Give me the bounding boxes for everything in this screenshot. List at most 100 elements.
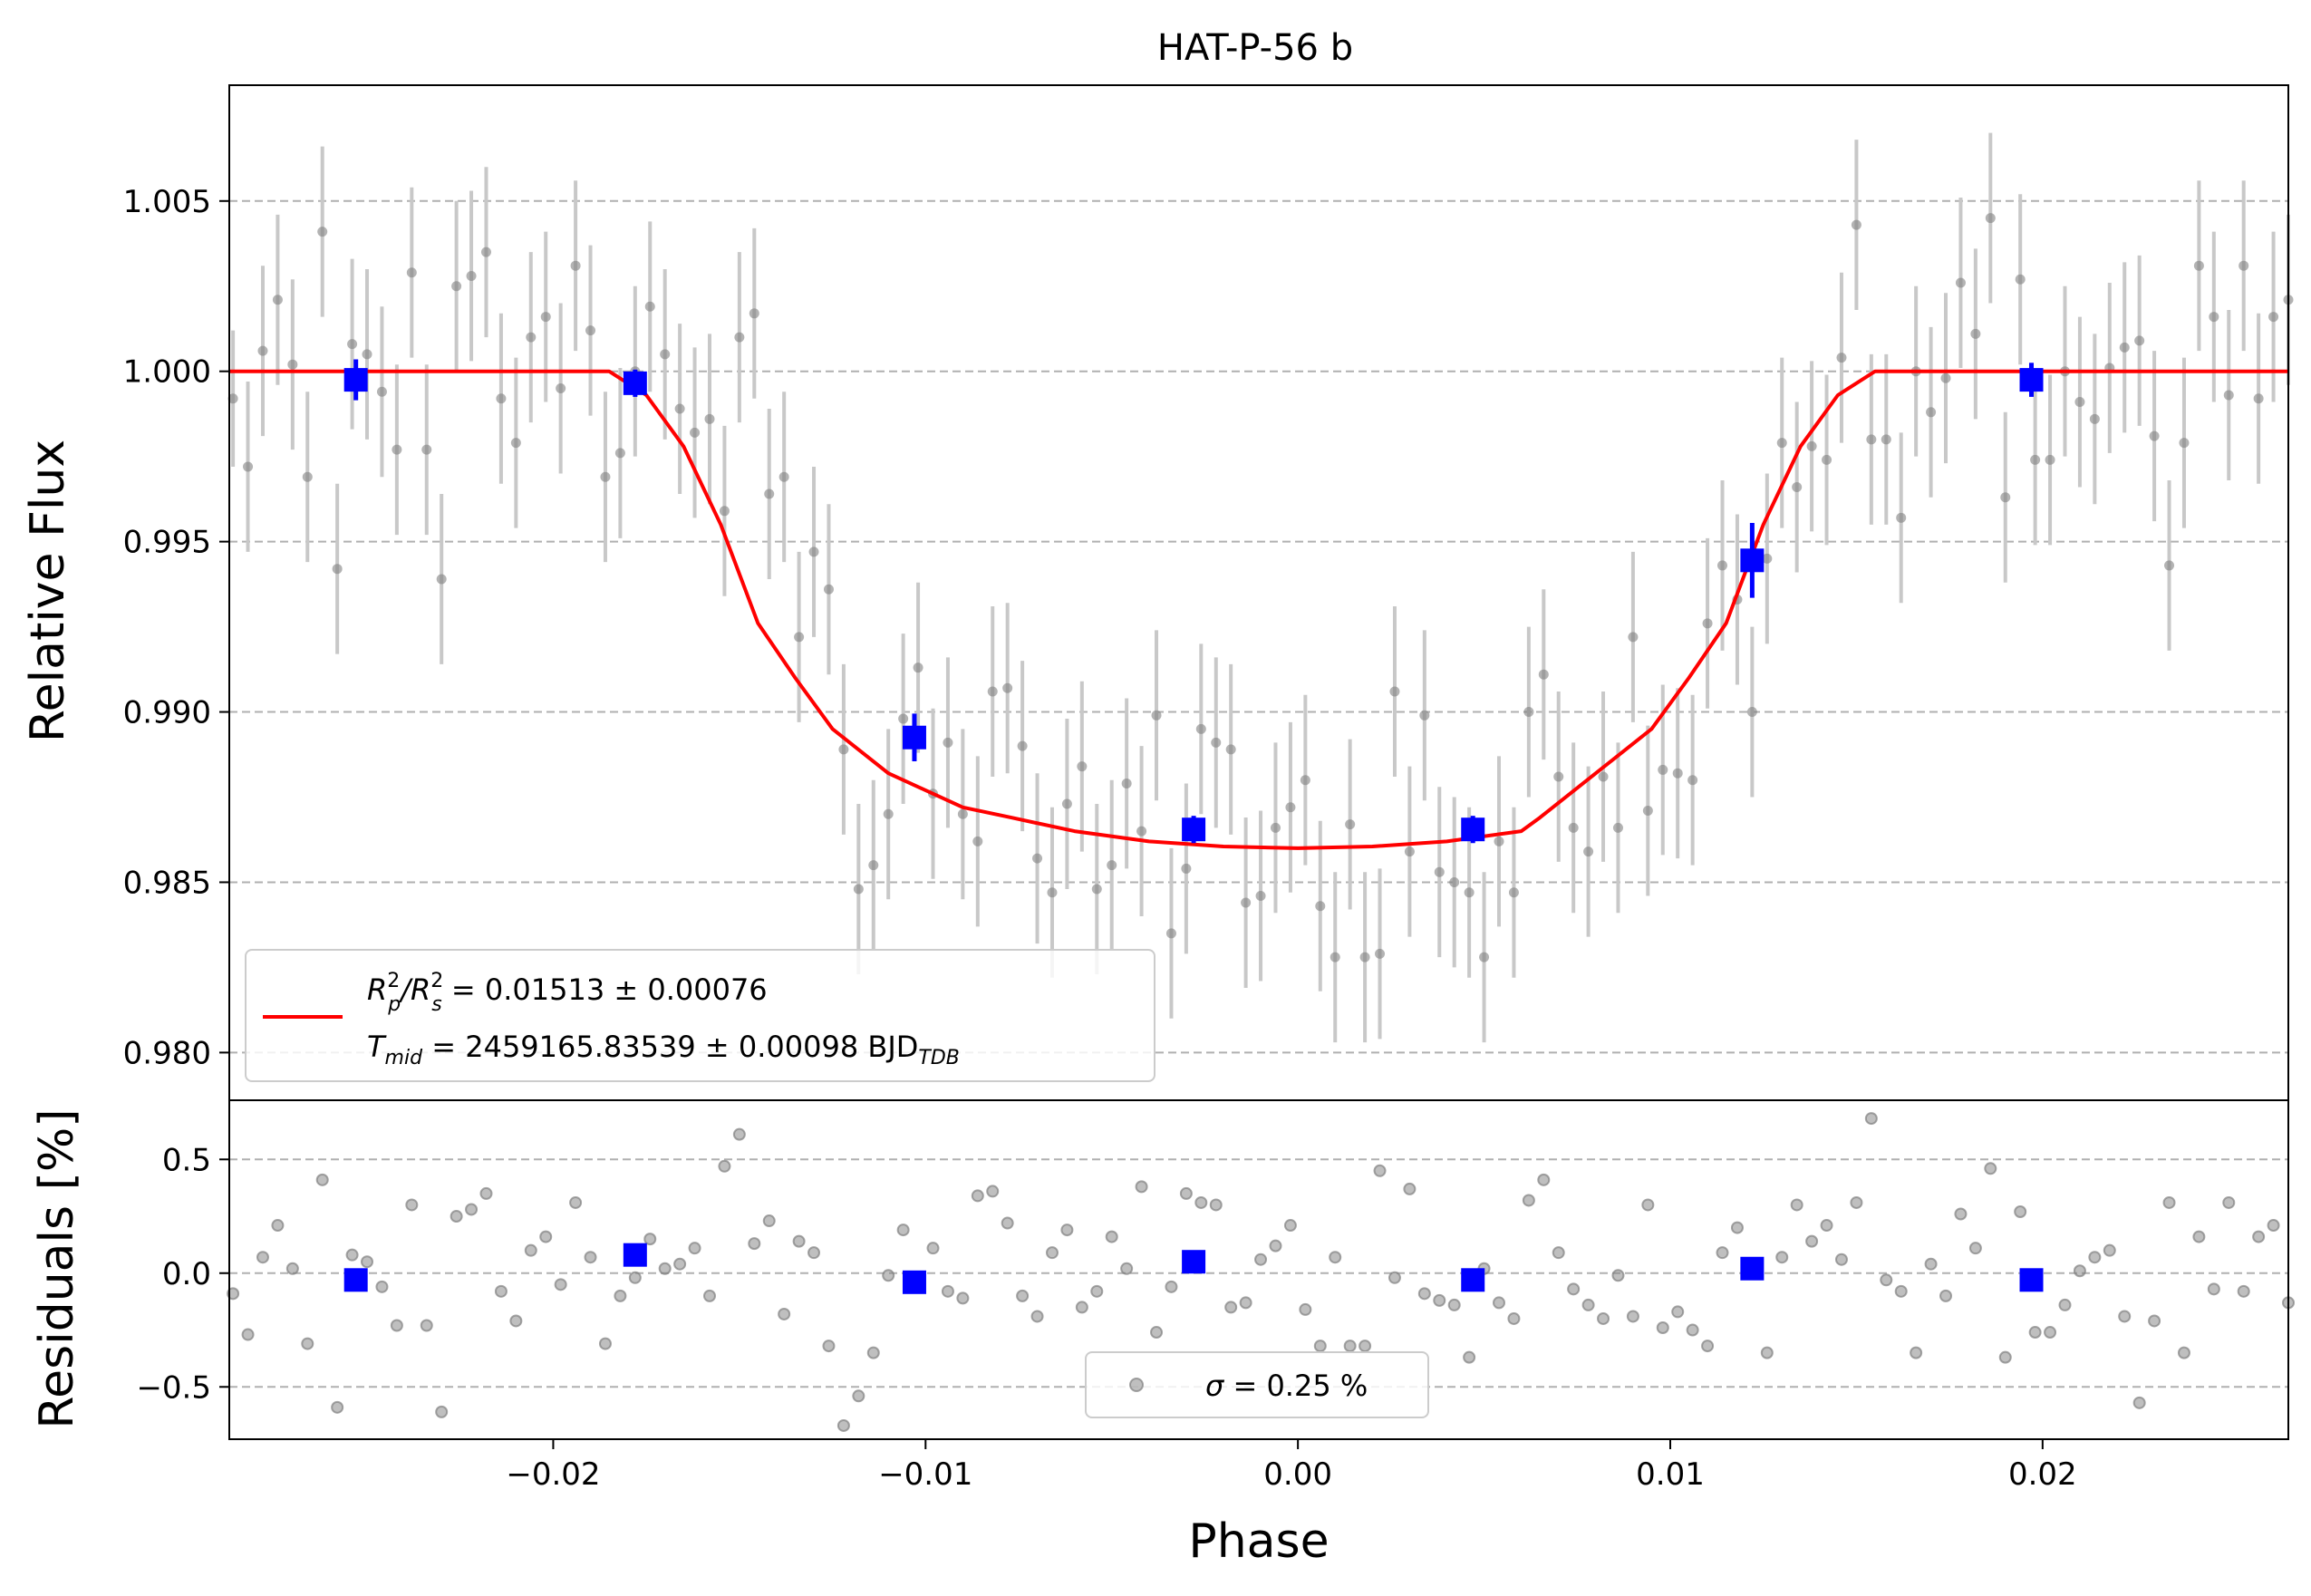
flux-point: [1746, 707, 1757, 718]
residual-point: [1150, 1326, 1164, 1340]
flux-point: [332, 564, 343, 575]
residual-point: [1730, 1221, 1744, 1234]
residuals-data-points: [227, 1112, 2295, 1432]
residual-point: [1567, 1282, 1581, 1296]
residuals-y-axis-label: Residuals [%]: [30, 1108, 84, 1428]
flux-point: [1955, 277, 1966, 288]
flux-point: [1121, 778, 1132, 788]
flux-point: [1181, 863, 1192, 874]
flux-point: [2209, 312, 2219, 323]
flux-legend-line-2: Tmid = 2459165.83539 ± 0.00098 BJDTDB: [367, 1030, 960, 1069]
flux-point: [1345, 819, 1356, 830]
residual-point: [1641, 1198, 1655, 1212]
flux-point: [674, 403, 685, 414]
flux-point: [2238, 260, 2249, 271]
flux-point: [2268, 312, 2279, 323]
flux-point: [1449, 876, 1460, 887]
residual-point: [1045, 1246, 1059, 1260]
flux-point: [1687, 775, 1698, 786]
flux-y-tick-label: 0.990: [123, 695, 211, 731]
residual-point: [1864, 1112, 1878, 1126]
residual-point: [331, 1400, 344, 1414]
phase-x-tick-label: 0.00: [1263, 1456, 1332, 1493]
residual-point: [807, 1246, 821, 1260]
residual-point: [1984, 1162, 1997, 1175]
residual-point: [1671, 1305, 1685, 1319]
flux-y-tick-label: 0.985: [123, 865, 211, 901]
residuals-legend-box: [1085, 1351, 1429, 1418]
residual-point: [1968, 1242, 1982, 1255]
phase-x-axis-label: Phase: [1188, 1514, 1329, 1569]
flux-binned-point: [2019, 368, 2044, 392]
flux-point: [2149, 430, 2160, 441]
residual-binned-point: [1740, 1256, 1765, 1281]
flux-point: [1702, 618, 1713, 629]
phase-x-tick-label: −0.01: [878, 1456, 972, 1493]
flux-point: [823, 584, 834, 595]
residual-point: [2192, 1230, 2206, 1243]
residual-point: [450, 1210, 463, 1224]
residual-binned-point: [623, 1243, 647, 1267]
residual-point: [1373, 1164, 1387, 1177]
residual-point: [405, 1198, 419, 1212]
flux-binned-point: [902, 725, 926, 750]
flux-point: [1464, 887, 1475, 898]
flux-point: [2089, 413, 2100, 424]
residual-point: [1537, 1173, 1551, 1186]
flux-point: [1375, 948, 1386, 959]
residual-point: [882, 1269, 895, 1282]
residual-point: [1283, 1219, 1297, 1233]
residual-point: [2222, 1195, 2236, 1209]
flux-point: [1836, 353, 1847, 363]
flux-point: [749, 308, 759, 319]
flux-point: [1806, 440, 1817, 451]
residual-point: [1194, 1195, 1208, 1209]
flux-legend: R2 p/R2 s = 0.01513 ± 0.00076 Tmid = 24591…: [245, 949, 1156, 1082]
flux-point: [421, 444, 432, 455]
flux-point: [957, 808, 968, 819]
residual-point: [2252, 1230, 2266, 1243]
flux-point: [1107, 860, 1117, 871]
flux-point: [1672, 768, 1683, 779]
residual-point: [256, 1251, 269, 1264]
flux-point: [1940, 372, 1951, 383]
flux-point: [1658, 764, 1668, 775]
residual-point: [1954, 1207, 1968, 1221]
residuals-panel-frame: [228, 1099, 2289, 1440]
flux-point: [1002, 682, 1013, 693]
residual-point: [435, 1405, 449, 1418]
residual-point: [658, 1262, 672, 1275]
residual-point: [2073, 1264, 2086, 1278]
flux-point: [1508, 887, 1519, 898]
flux-point: [913, 663, 923, 673]
flux-point: [719, 506, 730, 517]
residual-point: [2058, 1298, 2072, 1311]
flux-point: [1241, 897, 1252, 908]
flux-point: [585, 325, 596, 336]
flux-point: [1017, 740, 1028, 751]
flux-point: [2134, 335, 2145, 346]
residual-point: [941, 1284, 954, 1298]
flux-point: [1642, 806, 1653, 817]
flux-point: [1538, 669, 1549, 680]
residual-binned-point: [1461, 1268, 1485, 1292]
flux-point: [556, 382, 566, 393]
residual-point: [361, 1255, 374, 1269]
residual-point: [718, 1159, 731, 1173]
residual-point: [598, 1337, 612, 1350]
flux-point: [287, 359, 298, 370]
residual-point: [1626, 1310, 1639, 1323]
residual-point: [1239, 1296, 1252, 1310]
flux-point: [392, 444, 402, 455]
residual-point: [1701, 1340, 1715, 1353]
flux-point: [2045, 454, 2055, 465]
flux-point: [1225, 744, 1236, 755]
residual-point: [971, 1189, 984, 1203]
flux-point: [898, 713, 909, 724]
flux-point: [1926, 407, 1937, 418]
residual-binned-point: [1182, 1250, 1206, 1274]
flux-point: [1285, 802, 1296, 813]
residual-point: [554, 1278, 567, 1291]
residual-point: [1894, 1284, 1908, 1298]
residual-point: [1120, 1262, 1134, 1275]
